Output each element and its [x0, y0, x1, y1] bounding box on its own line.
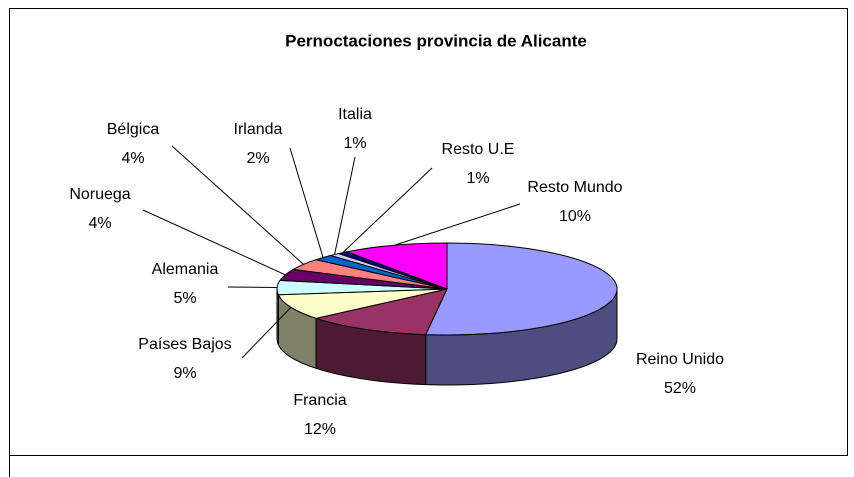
value-label: 52% [664, 380, 696, 397]
leader-line [171, 145, 304, 265]
slice-label: Países Bajos [138, 336, 231, 353]
slice-label: Noruega [69, 186, 130, 203]
slice-label: Italia [338, 106, 372, 123]
chart-title: Pernoctaciones provincia de Alicante [285, 31, 587, 50]
slice [314, 288, 448, 336]
value-label: 9% [173, 365, 196, 382]
value-label: 4% [88, 215, 111, 232]
leader-line [334, 156, 356, 255]
value-label: 1% [343, 135, 366, 152]
slice [277, 288, 448, 319]
leader-line [289, 147, 324, 258]
value-label: 1% [466, 170, 489, 187]
slice-label: Resto U.E [442, 141, 515, 158]
leader-line [142, 209, 286, 276]
leader-line [394, 203, 521, 246]
slice-label: Resto Mundo [527, 179, 622, 196]
chart-frame [9, 8, 848, 456]
slice [424, 242, 618, 336]
value-label: 4% [121, 150, 144, 167]
slice-side [276, 288, 279, 345]
leader-line [241, 306, 292, 359]
leader-line [342, 167, 433, 254]
slice-label: Reino Unido [636, 351, 724, 368]
slice-label: Francia [293, 392, 346, 409]
slice-label: Bélgica [107, 121, 160, 138]
value-label: 2% [246, 150, 269, 167]
leader-line [227, 286, 278, 289]
slice-label: Irlanda [234, 121, 283, 138]
value-label: 5% [173, 290, 196, 307]
value-label: 10% [559, 208, 591, 225]
value-label: 12% [304, 421, 336, 438]
slice-label: Alemania [152, 261, 219, 278]
